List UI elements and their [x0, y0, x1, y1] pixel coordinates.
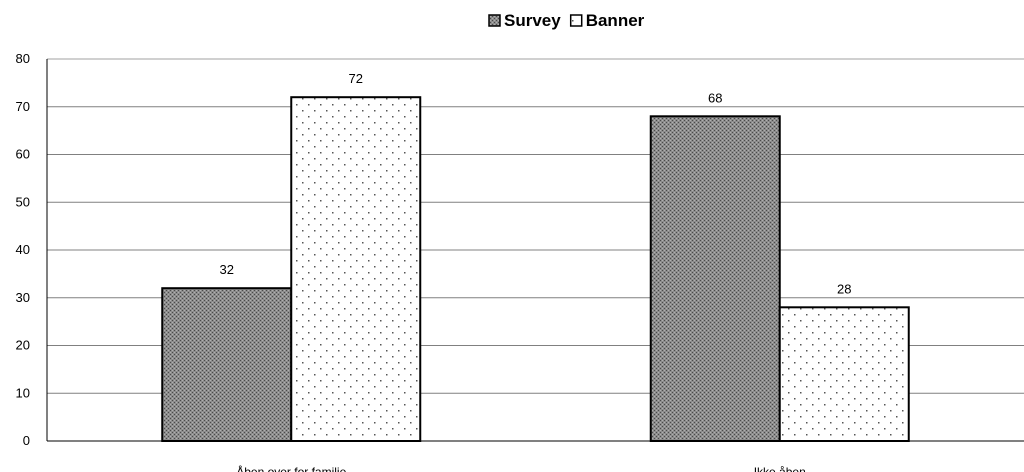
y-tick-label: 10: [16, 385, 30, 400]
y-tick-label: 40: [16, 242, 30, 257]
bar-survey-1: [649, 115, 781, 443]
bar-banner-0: [290, 96, 422, 442]
y-tick-label: 50: [16, 194, 30, 209]
legend-label-banner: Banner: [586, 11, 645, 30]
y-tick-label: 20: [16, 338, 30, 353]
data-label: 28: [837, 281, 851, 296]
legend-swatch-survey: [488, 14, 501, 27]
data-label: 32: [220, 262, 234, 277]
legend-swatch-banner: [569, 14, 583, 27]
x-axis: Åben over for familie Ikke åben: [47, 440, 1024, 472]
y-tick-label: 60: [16, 147, 30, 162]
legend-label-survey: Survey: [504, 11, 561, 30]
data-label: 68: [708, 90, 722, 105]
data-labels: 32 72 68 28: [220, 71, 852, 296]
y-tick-label: 0: [23, 433, 30, 448]
bar-banner-1: [778, 306, 910, 442]
y-tick-label: 30: [16, 290, 30, 305]
y-tick-label: 80: [16, 51, 30, 66]
x-tick-label: Åben over for familie: [236, 464, 346, 472]
data-label: 72: [349, 71, 363, 86]
legend: Survey Banner: [488, 11, 645, 30]
bars: [161, 96, 910, 443]
y-axis: 0 10 20 30 40 50 60 70 80: [16, 51, 48, 448]
bar-survey-0: [161, 287, 293, 443]
x-tick-label: Ikke åben: [754, 465, 806, 472]
y-tick-label: 70: [16, 99, 30, 114]
